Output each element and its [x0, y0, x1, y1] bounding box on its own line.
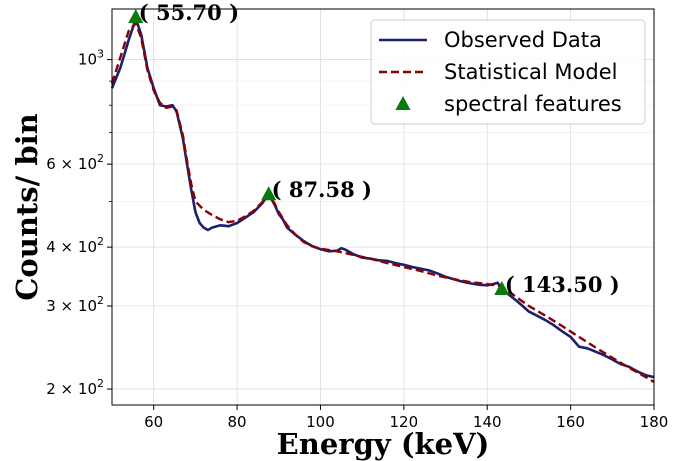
x-axis-title: Energy (keV) [277, 427, 490, 461]
marker-layer [128, 9, 510, 296]
legend-label: Statistical Model [444, 60, 618, 84]
x-tick-label: 80 [228, 413, 247, 431]
legend-box [370, 19, 646, 125]
y-tick-label: 6 × 102 [46, 152, 104, 173]
spectral-feature-marker [261, 186, 277, 201]
series-layer [110, 17, 655, 384]
y-tick-label: 3 × 102 [46, 294, 104, 315]
x-tick-label: 140 [473, 413, 502, 431]
legend-label: Observed Data [444, 28, 602, 52]
plot-frame [111, 8, 655, 406]
spectral-feature-marker [494, 281, 510, 296]
y-tick-label: 103 [78, 48, 104, 69]
peak-annotation: ( 55.70 ) [139, 0, 239, 25]
spectral-feature-marker [128, 9, 144, 24]
peak-annotation: ( 143.50 ) [505, 272, 620, 297]
x-tick-label: 100 [306, 413, 335, 431]
statistical-model-line [110, 21, 655, 384]
x-tick-label: 160 [556, 413, 585, 431]
x-tick-label: 60 [144, 413, 163, 431]
legend-label: spectral features [444, 92, 622, 116]
legend: Observed Data Statistical Model spectral f… [370, 19, 646, 125]
peak-annotation: ( 87.58 ) [272, 177, 372, 202]
legend-marker [395, 96, 411, 110]
y-tick-label: 2 × 102 [46, 377, 104, 398]
x-tick-label: 180 [640, 413, 669, 431]
x-tick-label: 120 [390, 413, 419, 431]
y-tick-label: 4 × 102 [46, 235, 104, 256]
tick-layer: 60 80 100 120 140 160 180 2 × 102 3 × 102 4 × 102… [46, 48, 668, 431]
y-axis-title: Counts/ bin [10, 113, 44, 300]
annotation-layer: ( 55.70 ) ( 87.58 ) ( 143.50 ) [139, 0, 620, 297]
